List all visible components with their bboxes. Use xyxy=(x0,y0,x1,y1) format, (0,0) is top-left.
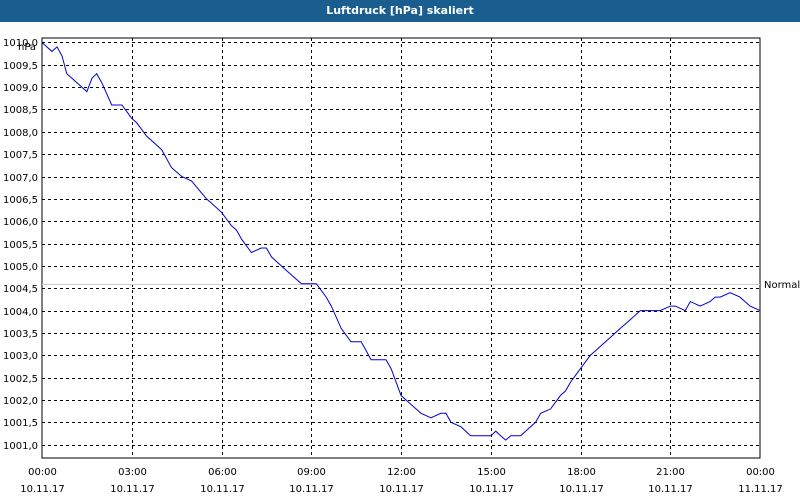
normal-reference-label: Normal xyxy=(764,280,800,291)
y-tick-label: 1007,5 xyxy=(3,150,38,161)
y-tick-label: 1010,0 xyxy=(3,38,38,49)
y-tick-label: 1003,5 xyxy=(3,329,38,340)
x-tick-date: 10.11.17 xyxy=(559,484,604,495)
y-tick-label: 1009,0 xyxy=(3,83,38,94)
y-tick-label: 1008,5 xyxy=(3,105,38,116)
y-axis-label: hPa xyxy=(18,42,36,53)
x-tick-date: 10.11.17 xyxy=(648,484,693,495)
x-tick-date: 10.11.17 xyxy=(200,484,245,495)
y-tick-label: 1002,0 xyxy=(3,396,38,407)
x-tick-time: 12:00 xyxy=(387,467,416,478)
x-tick-date: 10.11.17 xyxy=(469,484,514,495)
x-tick-date: 10.11.17 xyxy=(289,484,334,495)
x-tick-date: 10.11.17 xyxy=(379,484,424,495)
pressure-chart: 1001,0 1001,5 1002,0 1002,5 1003,0 1003,5 1004… xyxy=(3,37,800,495)
x-tick-time: 00:00 xyxy=(28,467,57,478)
pressure-series-line xyxy=(41,42,761,441)
y-tick-label: 1008,0 xyxy=(3,128,38,139)
y-tick-label: 1005,5 xyxy=(3,240,38,251)
y-tick-label: 1005,0 xyxy=(3,262,38,273)
y-tick-label: 1007,0 xyxy=(3,173,38,184)
y-tick-label: 1003,0 xyxy=(3,351,38,362)
y-tick-label: 1006,5 xyxy=(3,195,38,206)
x-tick-time: 15:00 xyxy=(477,467,506,478)
x-tick-time: 03:00 xyxy=(118,467,147,478)
x-tick-date: 11.11.17 xyxy=(738,484,783,495)
y-tick-label: 1004,5 xyxy=(3,284,38,295)
x-tick-time: 06:00 xyxy=(208,467,237,478)
y-tick-label: 1006,0 xyxy=(3,217,38,228)
x-tick-time: 09:00 xyxy=(297,467,326,478)
x-tick-time: 00:00 xyxy=(746,467,775,478)
x-tick-date: 10.11.17 xyxy=(110,484,155,495)
x-tick-time: 18:00 xyxy=(567,467,596,478)
y-tick-label: 1002,5 xyxy=(3,374,38,385)
y-tick-label: 1001,5 xyxy=(3,418,38,429)
y-tick-label: 1009,5 xyxy=(3,61,38,72)
chart-title: Luftdruck [hPa] skaliert xyxy=(0,0,800,22)
x-tick-date: 10.11.17 xyxy=(20,484,65,495)
x-tick-time: 21:00 xyxy=(656,467,685,478)
y-tick-label: 1004,0 xyxy=(3,307,38,318)
y-tick-label: 1001,0 xyxy=(3,441,38,452)
chart-area: 1001,0 1001,5 1002,0 1002,5 1003,0 1003,5 1004… xyxy=(0,22,800,500)
